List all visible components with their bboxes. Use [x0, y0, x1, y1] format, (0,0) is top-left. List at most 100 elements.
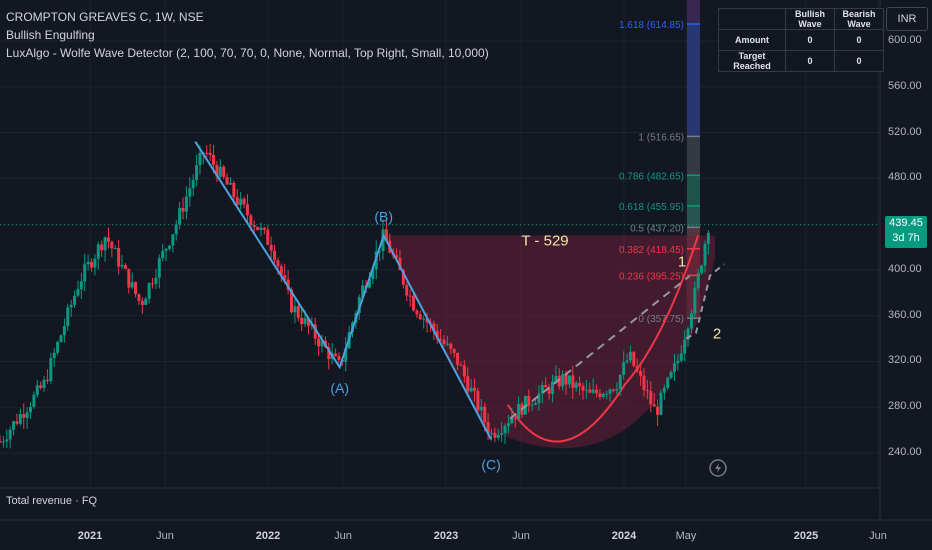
candle-body	[547, 387, 551, 394]
candle-body	[151, 283, 155, 285]
abc-wave-line	[194, 141, 492, 440]
candle-body	[184, 196, 188, 212]
candle-body	[425, 318, 429, 323]
candle-body	[242, 198, 246, 205]
candle-body	[140, 300, 144, 305]
candle-body	[527, 395, 531, 406]
price-axis-label: 280.00	[888, 400, 922, 413]
candle-body	[412, 295, 416, 311]
candle-body	[706, 232, 710, 244]
candle-body	[35, 385, 39, 395]
candle-body	[673, 363, 677, 372]
candle-body	[689, 313, 693, 329]
candle-body	[303, 318, 307, 325]
candle-body	[445, 343, 449, 345]
currency-selector[interactable]: INR	[886, 7, 928, 31]
time-axis[interactable]: 2021 Jun 2022 Jun 2023 Jun 2024 May 2025 Jun	[0, 520, 887, 550]
candle-body	[144, 298, 148, 305]
candle-body	[608, 389, 612, 394]
candle-body	[181, 207, 185, 212]
revenue-indicator-label[interactable]: Total revenue · FQ	[6, 495, 98, 507]
candle-body	[452, 348, 456, 353]
candle-body	[337, 356, 341, 361]
wave-label-a: (A)	[330, 380, 349, 396]
candle-body	[584, 389, 588, 391]
candle-body	[384, 229, 388, 241]
candle-body	[666, 377, 670, 388]
candle-body	[574, 382, 578, 388]
candle-body	[239, 198, 243, 205]
candle-body	[22, 414, 26, 418]
price-axis[interactable]: 600.00560.00520.00480.00440.00400.00360.…	[880, 0, 932, 520]
candle-body	[571, 375, 575, 388]
candle-body	[486, 422, 490, 434]
candle-body	[635, 366, 639, 371]
candle-body	[1, 441, 5, 443]
candle-body	[106, 237, 110, 242]
candle-body	[286, 279, 290, 290]
chart-annotations: T - 529 1 2	[0, 224, 880, 477]
candle-body	[639, 370, 643, 376]
candle-body	[0, 441, 2, 443]
time-axis-label: 2023	[433, 530, 459, 542]
chart-legend: CROMPTON GREAVES C, 1W, NSE Bullish Engu…	[6, 8, 489, 62]
candle-body	[357, 297, 361, 314]
candle-body	[15, 421, 19, 424]
wave-label-b: (B)	[374, 209, 393, 225]
time-axis-label: 2025	[793, 530, 819, 542]
time-axis-label: 2024	[611, 530, 637, 542]
symbol-title[interactable]: CROMPTON GREAVES C, 1W, NSE	[6, 10, 204, 24]
candle-body	[588, 389, 592, 393]
price-axis-label: 560.00	[888, 79, 922, 92]
candle-body	[174, 224, 178, 235]
wolfe-indicator-label[interactable]: LuxAlgo - Wolfe Wave Detector (2, 100, 7…	[6, 46, 489, 60]
candle-body	[371, 269, 375, 280]
candle-body	[218, 166, 222, 177]
candle-body	[642, 375, 646, 391]
candle-body	[703, 243, 707, 266]
candle-body	[652, 404, 656, 407]
candle-body	[625, 360, 629, 363]
candle-body	[235, 197, 239, 205]
candle-body	[581, 386, 585, 391]
amount-bearish: 0	[834, 29, 884, 51]
fib-level-label: 1 (516.65)	[638, 132, 684, 143]
candle-body	[550, 381, 554, 394]
target-reached-bearish: 0	[834, 50, 884, 72]
fib-band	[687, 205, 700, 228]
candle-body	[483, 406, 487, 423]
wave-target-zone	[383, 235, 715, 449]
target-arc	[507, 235, 699, 443]
candle-body	[18, 414, 22, 424]
candle-body	[459, 364, 463, 366]
candle-body	[645, 390, 649, 392]
price-axis-label: 520.00	[888, 125, 922, 138]
candle-body	[540, 384, 544, 394]
candle-body	[178, 207, 182, 225]
candle-body	[147, 283, 151, 299]
candle-body	[506, 423, 510, 427]
fib-band-top	[687, 0, 700, 25]
time-axis-label: 2022	[255, 530, 281, 542]
wolfe-dashed-line	[509, 274, 691, 420]
fib-level-label: 0.5 (437.20)	[630, 223, 684, 234]
candle-body	[476, 391, 480, 411]
candle-body	[188, 188, 192, 197]
candle-body	[212, 154, 216, 166]
candle-body	[493, 432, 497, 438]
candle-body	[279, 266, 283, 275]
candle-body	[293, 306, 297, 313]
candle-body	[79, 281, 83, 290]
candle-body	[289, 289, 293, 313]
candle-body	[517, 404, 521, 419]
fib-level-label: 0.382 (418.45)	[619, 245, 684, 256]
candle-body	[110, 241, 114, 249]
price-axis-label: 360.00	[888, 308, 922, 321]
candle-body	[266, 229, 270, 245]
wave-label-c: (C)	[481, 456, 500, 472]
candle-body	[259, 227, 263, 230]
candle-body	[296, 306, 300, 318]
pattern-indicator-label[interactable]: Bullish Engulfing	[6, 28, 95, 42]
candle-body	[401, 270, 405, 285]
